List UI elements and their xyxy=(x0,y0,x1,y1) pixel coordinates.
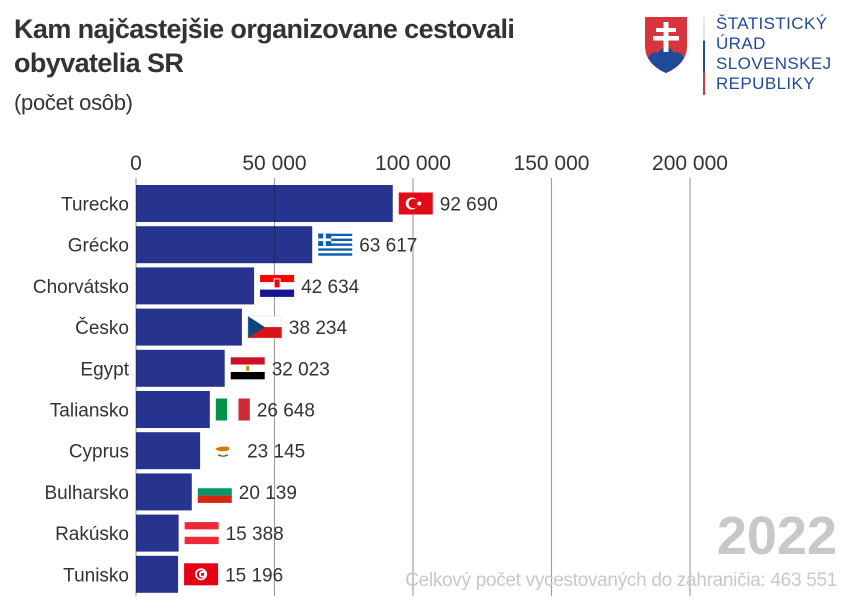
value-label: 15 196 xyxy=(225,565,283,586)
logo-divider xyxy=(703,17,705,95)
stripe xyxy=(230,357,265,365)
stripe xyxy=(318,236,353,239)
stripe xyxy=(318,253,353,256)
stripe xyxy=(247,316,282,328)
tunisia-flag-icon xyxy=(184,563,219,586)
stripe xyxy=(215,398,228,421)
x-tick-label: 0 xyxy=(130,152,142,175)
category-label: Cyprus xyxy=(69,442,129,463)
category-label: Grécko xyxy=(68,236,129,257)
x-tick-label: 150 000 xyxy=(514,152,590,175)
category-label: Bulharsko xyxy=(45,483,130,504)
stripe xyxy=(318,248,353,251)
bar-chorvátsko xyxy=(136,267,255,305)
value-label: 42 634 xyxy=(301,277,360,298)
greece-flag-icon xyxy=(318,233,353,256)
croatia-flag-icon xyxy=(260,274,295,297)
stripe xyxy=(184,536,219,545)
egypt-flag-icon xyxy=(230,357,265,380)
stripe xyxy=(318,250,353,254)
italy-flag-icon xyxy=(215,398,250,421)
logo-text: ŠTATISTICKÝ ÚRAD SLOVENSKEJ REPUBLIKY xyxy=(716,14,832,94)
austria-flag-icon xyxy=(184,522,219,545)
cross xyxy=(318,238,332,242)
eagle xyxy=(246,365,250,371)
logo-line-4: REPUBLIKY xyxy=(716,74,816,93)
susr-logo: ŠTATISTICKÝ ÚRAD SLOVENSKEJ REPUBLIKY xyxy=(644,14,844,99)
bar-rakúsko xyxy=(136,514,179,552)
value-label: 32 023 xyxy=(272,359,330,380)
coat-of-arms xyxy=(273,278,281,289)
stripe xyxy=(247,327,282,339)
bar-grécko xyxy=(136,226,313,264)
chart-subtitle: (počet osôb) xyxy=(14,90,133,115)
stripe xyxy=(318,241,353,244)
bar-cyprus xyxy=(136,432,201,470)
value-label: 63 617 xyxy=(359,236,417,257)
bulgaria-flag-icon xyxy=(197,480,232,503)
stripe xyxy=(238,398,250,421)
category-label: Česko xyxy=(75,317,129,339)
chart-title: Kam najčastejšie organizovane cestovali … xyxy=(14,14,515,78)
value-label: 92 690 xyxy=(440,195,498,216)
x-tick-label: 50 000 xyxy=(242,152,306,175)
category-label: Taliansko xyxy=(50,401,129,422)
value-label: 15 388 xyxy=(226,524,284,545)
crescent-cut xyxy=(408,198,419,209)
cyprus-flag-icon xyxy=(206,439,241,462)
bar-bulharsko xyxy=(136,473,192,511)
category-label: Rakúsko xyxy=(55,524,129,545)
bar-taliansko xyxy=(136,391,210,428)
x-tick-label: 100 000 xyxy=(375,152,451,175)
value-label: 38 234 xyxy=(289,318,348,339)
year-label: 2022 xyxy=(716,506,837,566)
stripe xyxy=(197,480,232,489)
category-label: Turecko xyxy=(61,195,129,216)
category-label: Chorvátsko xyxy=(33,277,129,298)
category-label: Tunisko xyxy=(63,565,129,586)
value-label: 20 139 xyxy=(239,483,297,504)
slovak-coat-of-arms-icon xyxy=(645,17,687,73)
bar-tunisko xyxy=(136,555,179,593)
stripe xyxy=(227,398,239,421)
turkey-flag-icon xyxy=(398,192,433,215)
x-tick-label: 200 000 xyxy=(652,152,728,175)
stripe xyxy=(197,488,232,496)
stripe xyxy=(318,243,353,246)
value-label: 26 648 xyxy=(257,401,315,422)
stripe xyxy=(230,371,265,380)
border xyxy=(247,315,283,339)
stripe xyxy=(318,233,353,237)
logo-line-1: ŠTATISTICKÝ xyxy=(716,14,828,33)
stripe xyxy=(184,522,219,530)
bar-turecko xyxy=(136,185,393,222)
stripe xyxy=(318,238,353,242)
olive-branches xyxy=(217,454,229,457)
logo-line-3: SLOVENSKEJ xyxy=(716,54,832,73)
category-label: Egypt xyxy=(80,359,129,380)
triangle xyxy=(247,316,265,339)
value-label: 23 145 xyxy=(247,442,305,463)
czechia-flag-icon xyxy=(247,315,283,339)
total-label: Celkový počet vycestovaných do zahraniči… xyxy=(405,570,837,591)
bar-egypt xyxy=(136,349,225,387)
stripe xyxy=(184,529,219,537)
stripe xyxy=(197,495,232,503)
logo-line-2: ÚRAD xyxy=(716,34,766,53)
island xyxy=(215,446,230,452)
stripe xyxy=(260,289,295,297)
bar-česko xyxy=(136,308,242,346)
stripe xyxy=(318,245,353,249)
star xyxy=(417,201,422,206)
star xyxy=(200,572,205,576)
